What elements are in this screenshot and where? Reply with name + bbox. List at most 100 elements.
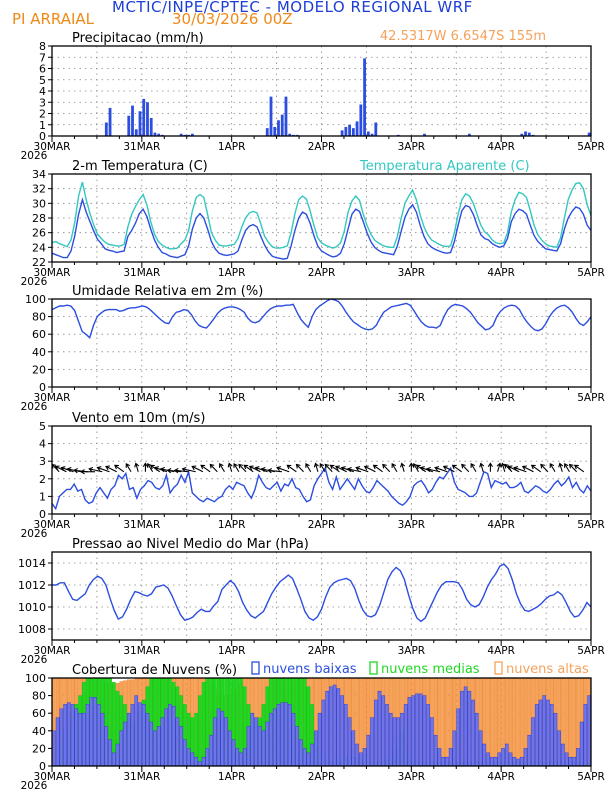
cloud-bar-nuvens-baixas	[190, 752, 195, 766]
x-tick-label: 5APR	[577, 519, 605, 531]
wind-barb	[569, 464, 578, 473]
cloud-bar-nuvens-baixas	[272, 708, 277, 766]
cloud-bar-nuvens-altas	[572, 678, 576, 766]
cloud-bar-nuvens-baixas	[115, 743, 120, 766]
wind-arrowhead	[461, 463, 466, 469]
wind-arrowhead	[80, 469, 85, 475]
cloud-bar-nuvens-altas	[441, 678, 445, 766]
cloud-bar-nuvens-baixas	[227, 730, 232, 766]
wind-barb	[154, 467, 168, 473]
precip-bar	[359, 104, 363, 136]
cloud-bar-nuvens-baixas	[302, 748, 307, 766]
cloud-bar-nuvens-baixas	[482, 743, 487, 766]
wind-arrowhead	[329, 464, 335, 470]
precip-bar	[277, 120, 280, 136]
wind-arrowhead	[340, 466, 346, 472]
wind-arrowhead	[487, 462, 493, 468]
precip-bar	[131, 105, 134, 136]
cloud-bar-nuvens-baixas	[325, 690, 329, 766]
cloud-bar-nuvens-altas	[497, 678, 502, 766]
cloud-bar-nuvens-medias	[295, 678, 299, 766]
precip-bar	[355, 121, 359, 136]
wind-barb	[276, 467, 290, 473]
cloud-bar-nuvens-baixas	[377, 690, 382, 766]
cloud-bar-nuvens-medias	[194, 712, 198, 766]
cloud-bar-nuvens-baixas	[549, 704, 554, 766]
wind-barb	[255, 467, 268, 473]
wind-barb	[233, 463, 240, 473]
x-tick-label: 30MAR	[34, 267, 71, 279]
wind-barb	[219, 463, 225, 473]
cloud-bar-nuvens-baixas	[403, 704, 408, 766]
panel-4: 1008 1010 1012 1014 30MAR 31MAR 1APR 2APR 3APR 4A…	[18, 537, 605, 666]
wind-barb	[574, 464, 585, 473]
x-tick-label: 1APR	[218, 267, 246, 279]
y-tick-label: 0	[39, 760, 46, 773]
y-tick-label: 40	[32, 725, 46, 738]
cloud-bar-nuvens-baixas	[456, 708, 460, 766]
cloud-bar-nuvens-baixas	[85, 704, 90, 766]
cloud-bar-nuvens-baixas	[355, 743, 359, 766]
wind-arrowhead	[60, 466, 66, 472]
cloud-bar-nuvens-baixas	[385, 704, 389, 766]
cloud-bar-nuvens-baixas	[265, 721, 270, 766]
wind-arrowhead	[334, 465, 340, 471]
wind-barb	[434, 467, 448, 473]
wind-arrowhead	[295, 463, 301, 469]
cloud-bar-nuvens-altas	[564, 678, 569, 766]
wind-arrowhead	[142, 462, 149, 468]
wind-barb	[238, 464, 247, 473]
legend-box-nuvens-medias	[369, 661, 378, 675]
precip-bar	[142, 98, 146, 136]
cloud-bar-nuvens-baixas	[164, 708, 168, 766]
x-tick-label: 30MAR	[34, 771, 71, 783]
cloud-bar-nuvens-baixas	[463, 686, 468, 766]
cloud-bar-nuvens-baixas	[388, 712, 393, 766]
precip-bar	[344, 127, 348, 136]
wind-arrowhead	[276, 466, 282, 472]
cloud-bar-nuvens-baixas	[183, 739, 187, 766]
cloud-bar-nuvens-baixas	[209, 734, 213, 766]
x-year-label: 2026	[21, 401, 48, 413]
cloud-bar-nuvens-baixas	[508, 752, 513, 766]
wind-arrowhead	[500, 462, 506, 468]
x-tick-label: 3APR	[398, 771, 426, 783]
cloud-bar-nuvens-altas	[437, 678, 442, 766]
wind-arrowhead	[153, 466, 159, 472]
cloud-bar-nuvens-altas	[493, 678, 498, 766]
cloud-bar-nuvens-medias	[186, 712, 191, 766]
wind-arrowhead	[496, 462, 502, 468]
wind-barb	[243, 464, 254, 473]
wind-arrowhead	[540, 463, 545, 469]
cloud-bar-nuvens-baixas	[519, 756, 524, 766]
precip-bar	[157, 133, 161, 136]
cloud-bar-nuvens-altas	[508, 678, 513, 766]
wind-barb	[191, 465, 204, 473]
precip-bar	[280, 114, 284, 136]
cloud-bar-nuvens-baixas	[149, 721, 154, 766]
x-tick-label: 2APR	[308, 519, 336, 531]
wind-arrowhead	[200, 464, 206, 470]
wind-barb	[324, 464, 333, 473]
cloud-bar-nuvens-baixas	[531, 717, 535, 766]
wind-arrowhead	[219, 463, 224, 468]
cloud-bar-nuvens-baixas	[512, 756, 517, 766]
cloud-bar-nuvens-medias	[302, 678, 307, 766]
location-name: PI ARRAIAL	[12, 10, 95, 28]
cloud-bar-nuvens-medias	[115, 690, 120, 766]
legend-box-nuvens-baixas	[251, 661, 260, 675]
model-title: MCTIC/INPE/CPTEC - MODELO REGIONAL WRF	[112, 0, 473, 16]
wind-barb	[420, 467, 434, 473]
x-tick-label: 5APR	[577, 141, 605, 153]
cloud-bar-nuvens-baixas	[448, 748, 453, 766]
cloud-bar-nuvens-baixas	[250, 712, 255, 766]
cloud-bar-nuvens-baixas	[418, 693, 423, 766]
wind-barb	[97, 467, 110, 473]
cloud-bar-nuvens-baixas	[287, 704, 292, 766]
cloud-bar-nuvens-baixas	[67, 702, 71, 766]
cloud-bar-nuvens-altas	[519, 678, 524, 766]
cloud-bar-nuvens-baixas	[141, 704, 146, 766]
cloud-bar-nuvens-baixas	[572, 756, 576, 766]
cloud-bar-nuvens-baixas	[471, 699, 475, 766]
